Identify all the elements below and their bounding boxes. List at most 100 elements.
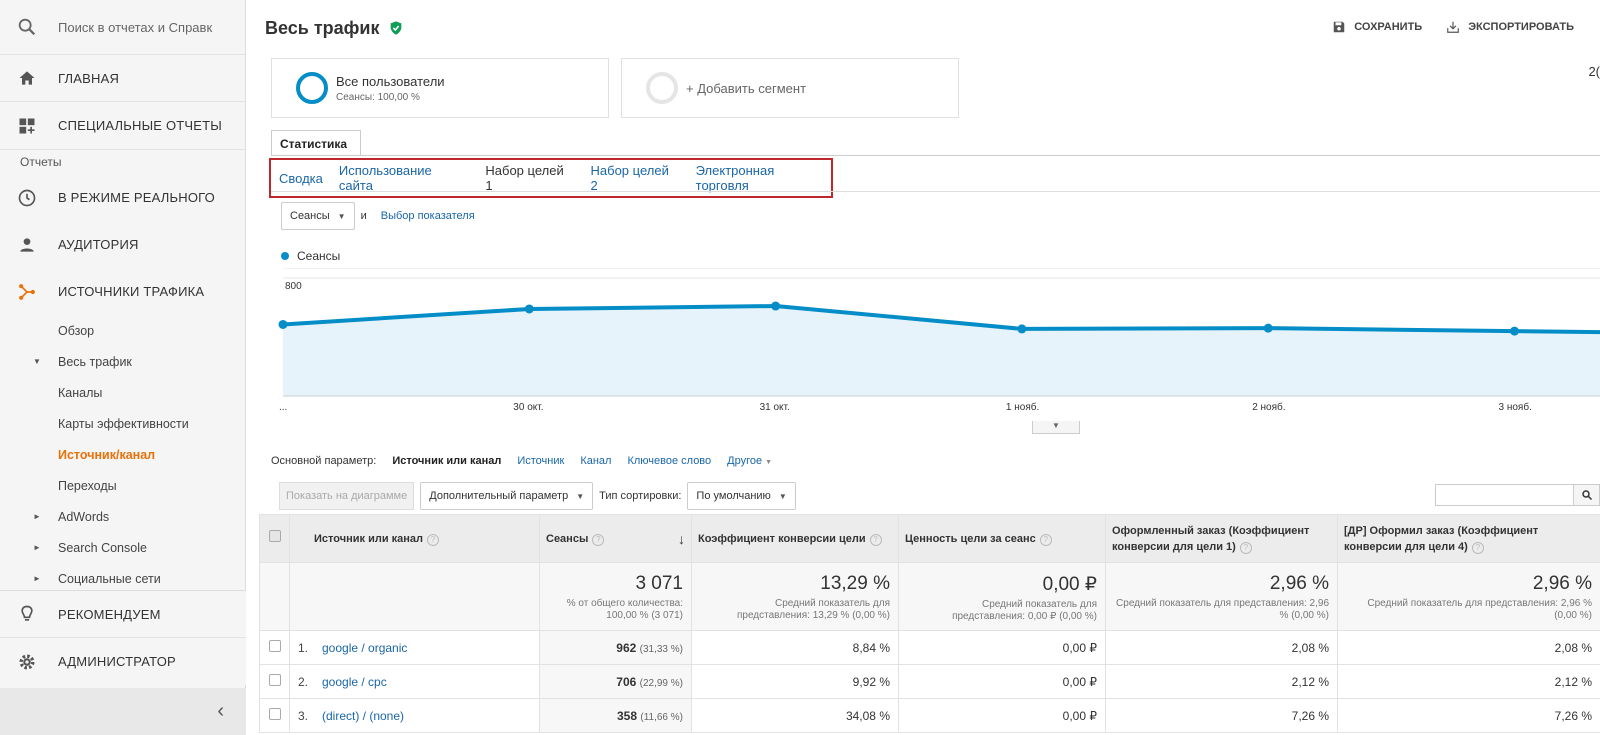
traffic-sources-icon: [16, 281, 38, 303]
col-label: Источник или канал: [314, 532, 424, 545]
sidebar-item-recommend[interactable]: РЕКОМЕНДУЕМ: [0, 591, 246, 638]
metric-dropdown[interactable]: Сеансы ▼: [281, 202, 355, 230]
help-icon[interactable]: ?: [1239, 541, 1252, 554]
date-range-fragment[interactable]: 2(: [1588, 64, 1600, 79]
table-row: 1. google / organic 962 (31,33 %) 8,84 % …: [259, 630, 1600, 665]
sidebar-sub-label: Карты эффективности: [58, 416, 189, 431]
row-sessions: 706 (22,99 %): [539, 664, 692, 699]
col-sessions[interactable]: Сеансы? ↓: [539, 514, 692, 563]
collapse-sidebar-button[interactable]: ‹: [0, 688, 246, 735]
sidebar-sub-social[interactable]: ► Социальные сети: [0, 563, 245, 594]
row-checkbox[interactable]: [268, 674, 281, 686]
help-icon[interactable]: ?: [427, 533, 440, 546]
segment-name: Все пользователи: [336, 73, 445, 89]
help-icon[interactable]: ?: [1039, 533, 1052, 546]
total-value: 13,29 %: [820, 573, 890, 594]
table-search-input[interactable]: [1436, 485, 1573, 505]
dimension-source-medium[interactable]: Источник или канал: [392, 455, 502, 467]
sort-type-dropdown[interactable]: По умолчанию ▼: [687, 482, 796, 510]
col-label: [ДР] Оформил заказ (Коэффициент конверси…: [1344, 524, 1539, 553]
sidebar-sub-all-traffic[interactable]: ▼ Весь трафик: [0, 346, 245, 377]
row-conversion: 9,92 %: [691, 664, 899, 699]
sidebar-item-home[interactable]: ГЛАВНАЯ: [0, 55, 245, 102]
sidebar-item-admin[interactable]: АДМИНИСТРАТОР: [0, 638, 246, 685]
table-controls: Показать на диаграмме Дополнительный пар…: [279, 482, 796, 510]
sidebar-sub-label: AdWords: [58, 509, 110, 524]
subtab-goal-set-2[interactable]: Набор целей 2: [590, 163, 669, 193]
data-table: Источник или канал? Сеансы? ↓ Коэффициент…: [259, 514, 1600, 733]
person-icon: [16, 234, 38, 256]
subtab-ecommerce[interactable]: Электронная торговля: [695, 163, 775, 193]
subtab-summary[interactable]: Сводка: [279, 170, 323, 186]
sidebar-sub-treemaps[interactable]: Карты эффективности: [0, 408, 245, 439]
sessions-line-chart: 800400...30 окт.31 окт.1 нояб.2 нояб.3 н…: [278, 268, 1600, 413]
col-goal-value[interactable]: Ценность цели за сеанс?: [898, 514, 1106, 563]
row-checkbox[interactable]: [268, 708, 281, 720]
select-all-cell: [259, 514, 290, 563]
row-goal-value: 0,00 ₽: [898, 698, 1106, 733]
tab-statistics[interactable]: Статистика: [271, 130, 361, 155]
data-point: [1017, 324, 1027, 334]
dimension-source[interactable]: Источник: [517, 455, 565, 467]
sidebar-item-traffic-sources[interactable]: ИСТОЧНИКИ ТРАФИКА: [0, 268, 245, 315]
row-sessions-value: 962: [616, 640, 637, 655]
select-all-checkbox[interactable]: [268, 530, 281, 542]
data-point: [1263, 323, 1273, 333]
dimension-medium[interactable]: Канал: [580, 455, 612, 467]
table-row: 2. google / cpc 706 (22,99 %) 9,92 % 0,00…: [259, 664, 1600, 699]
choose-metric-link[interactable]: Выбор показателя: [380, 210, 475, 222]
help-icon[interactable]: ?: [869, 533, 882, 546]
col-goal-4[interactable]: [ДР] Оформил заказ (Коэффициент конверси…: [1337, 514, 1600, 563]
save-button[interactable]: СОХРАНИТЬ: [1332, 20, 1422, 34]
help-icon[interactable]: ?: [1471, 541, 1484, 554]
total-sessions: 3 071 % от общего количества: 100,00 % (3…: [539, 562, 692, 631]
secondary-dimension-dropdown[interactable]: Дополнительный параметр ▼: [420, 482, 594, 510]
sidebar-sub-referrals[interactable]: Переходы: [0, 470, 245, 501]
row-source-cell: 2. google / cpc: [289, 664, 540, 699]
collapsed-triangle-icon: ►: [33, 574, 41, 583]
help-icon[interactable]: ?: [592, 533, 605, 546]
subtab-goal-set-1[interactable]: Набор целей 1: [485, 163, 564, 193]
sort-type-value: По умолчанию: [696, 490, 771, 502]
add-segment-label: + Добавить сегмент: [686, 80, 807, 96]
row-source-link[interactable]: google / cpc: [322, 674, 387, 689]
metric-dropdown-value: Сеансы: [290, 210, 330, 222]
row-source-link[interactable]: (direct) / (none): [322, 708, 405, 723]
collapsed-triangle-icon: ►: [33, 512, 41, 521]
row-checkbox-cell: [259, 664, 290, 699]
table-search-button[interactable]: [1573, 485, 1599, 505]
subtab-site-usage[interactable]: Использование сайта: [338, 163, 432, 193]
sidebar-item-realtime[interactable]: В РЕЖИМЕ РЕАЛЬНОГО: [0, 174, 245, 221]
segment-all-users[interactable]: Все пользователи Сеансы: 100,00 %: [271, 58, 609, 118]
caret-down-icon: ▼: [576, 491, 585, 501]
sidebar-sub-list[interactable]: Обзор ▼ Весь трафик Каналы Карты эффектив…: [0, 315, 245, 595]
sidebar-sub-search-console[interactable]: ► Search Console: [0, 532, 245, 563]
sidebar-sub-channels[interactable]: Каналы: [0, 377, 245, 408]
legend-dot: [281, 252, 289, 260]
sidebar-bottom: РЕКОМЕНДУЕМ АДМИНИСТРАТОР: [0, 590, 246, 685]
dimension-keyword[interactable]: Ключевое слово: [627, 455, 712, 467]
col-goal-1[interactable]: Оформленный заказ (Коэффициент конверсии…: [1105, 514, 1338, 563]
col-goal-conversion[interactable]: Коэффициент конверсии цели?: [691, 514, 899, 563]
chart-resize-handle[interactable]: ▼: [1032, 421, 1080, 434]
save-icon: [1334, 21, 1345, 33]
sidebar-sub-overview[interactable]: Обзор: [0, 315, 245, 346]
sidebar-search[interactable]: Поиск в отчетах и Справк: [0, 0, 245, 55]
row-source-link[interactable]: google / organic: [322, 640, 408, 655]
plot-rows-button[interactable]: Показать на диаграмме: [279, 482, 415, 510]
col-source-medium[interactable]: Источник или канал?: [289, 514, 540, 563]
sidebar-sub-source-medium[interactable]: Источник/канал: [0, 439, 245, 470]
row-checkbox[interactable]: [268, 640, 281, 652]
sidebar-item-custom-reports[interactable]: СПЕЦИАЛЬНЫЕ ОТЧЕТЫ: [0, 102, 245, 149]
export-button[interactable]: ЭКСПОРТИРОВАТЬ: [1446, 20, 1574, 34]
total-goal-1: 2,96 % Средний показатель для представлен…: [1105, 562, 1338, 631]
sidebar-sub-adwords[interactable]: ► AdWords: [0, 501, 245, 532]
page-title: Весь трафик: [265, 17, 380, 38]
sidebar-item-audience[interactable]: АУДИТОРИЯ: [0, 221, 245, 268]
row-goal-4: 2,08 %: [1337, 630, 1600, 665]
chevron-left-icon: ‹: [217, 700, 224, 722]
dimension-other[interactable]: Другое ▼: [727, 455, 772, 467]
add-segment-button[interactable]: + Добавить сегмент: [621, 58, 959, 118]
total-goal-4: 2,96 % Средний показатель для представлен…: [1337, 562, 1600, 631]
total-goal-value: 0,00 ₽ Средний показатель для представлен…: [898, 562, 1106, 631]
